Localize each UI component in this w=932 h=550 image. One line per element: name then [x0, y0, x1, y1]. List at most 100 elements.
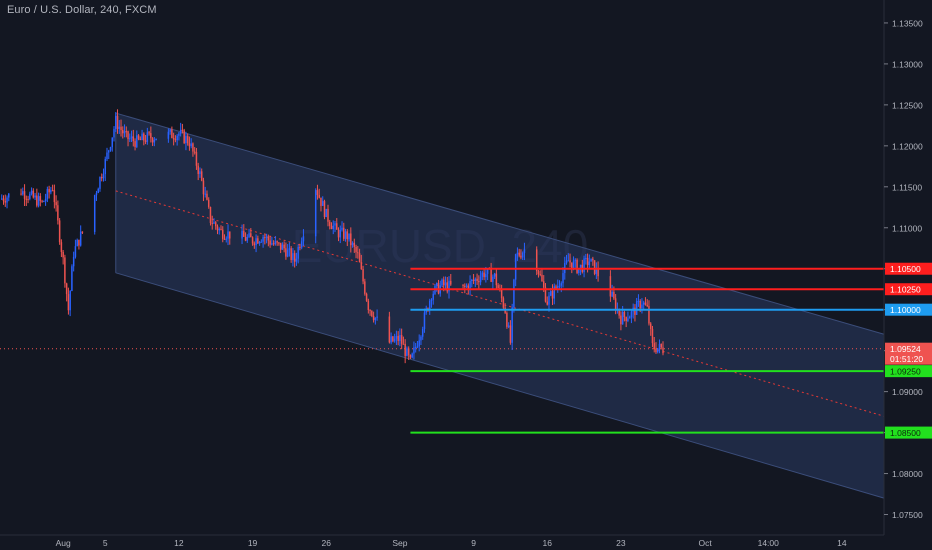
candle-bearish[interactable] [537, 271, 540, 275]
candle-bearish[interactable] [397, 335, 399, 341]
candle-bullish[interactable] [1, 198, 3, 200]
candle-bearish[interactable] [546, 301, 548, 305]
candle-bearish[interactable] [597, 267, 599, 277]
candle-bearish[interactable] [216, 226, 219, 231]
candle-bearish[interactable] [60, 242, 63, 252]
candle-bullish[interactable] [104, 159, 106, 175]
candle-bullish[interactable] [585, 257, 587, 259]
candle-bullish[interactable] [492, 276, 494, 282]
candle-bearish[interactable] [593, 260, 596, 274]
candle-bearish[interactable] [539, 274, 541, 276]
candle-bearish[interactable] [614, 298, 617, 311]
candle-bullish[interactable] [167, 131, 170, 139]
candle-bullish[interactable] [513, 279, 515, 308]
regression-channel[interactable] [115, 113, 884, 499]
candle-bearish[interactable] [174, 139, 177, 141]
candle-bearish[interactable] [122, 129, 124, 134]
candle-bullish[interactable] [178, 133, 180, 136]
candle-bullish[interactable] [627, 318, 629, 322]
candle-bearish[interactable] [497, 285, 499, 289]
candle-bearish[interactable] [571, 262, 573, 269]
candle-bullish[interactable] [227, 231, 229, 239]
candle-bullish[interactable] [288, 248, 291, 250]
candle-bearish[interactable] [41, 200, 43, 202]
candle-bullish[interactable] [399, 335, 401, 341]
candle-bullish[interactable] [479, 276, 482, 283]
candle-bearish[interactable] [283, 244, 285, 249]
candle-bullish[interactable] [314, 190, 317, 237]
candle-bearish[interactable] [290, 248, 292, 260]
candle-bearish[interactable] [4, 201, 7, 203]
candle-bearish[interactable] [541, 274, 543, 282]
candle-bearish[interactable] [48, 189, 50, 193]
candle-bullish[interactable] [302, 236, 305, 242]
candle-bearish[interactable] [244, 236, 247, 241]
candle-bearish[interactable] [200, 171, 203, 181]
candle-bullish[interactable] [179, 129, 182, 134]
candle-bearish[interactable] [372, 315, 375, 321]
candle-bearish[interactable] [171, 129, 173, 139]
candle-bullish[interactable] [635, 301, 638, 315]
candle-bearish[interactable] [462, 284, 464, 286]
candle-bullish[interactable] [325, 208, 327, 218]
candle-bullish[interactable] [274, 241, 277, 245]
candle-bearish[interactable] [646, 304, 648, 307]
candle-bearish[interactable] [623, 311, 626, 317]
candle-bullish[interactable] [111, 137, 114, 148]
candle-bullish[interactable] [199, 171, 201, 174]
candle-bullish[interactable] [248, 233, 250, 237]
candle-bullish[interactable] [136, 135, 138, 147]
candle-bullish[interactable] [523, 249, 526, 253]
candle-bearish[interactable] [655, 348, 657, 353]
candle-bearish[interactable] [464, 285, 466, 287]
candle-bearish[interactable] [323, 201, 326, 218]
candle-bullish[interactable] [344, 231, 347, 239]
candle-bearish[interactable] [120, 126, 122, 130]
candle-bullish[interactable] [351, 242, 354, 246]
candle-bearish[interactable] [402, 343, 405, 345]
candle-bullish[interactable] [548, 295, 550, 305]
candle-bullish[interactable] [549, 291, 552, 296]
candle-bullish[interactable] [414, 346, 417, 348]
candle-bearish[interactable] [27, 198, 29, 200]
candle-bullish[interactable] [79, 231, 82, 246]
candle-bearish[interactable] [183, 130, 185, 144]
candle-bullish[interactable] [218, 228, 220, 231]
candle-bullish[interactable] [595, 267, 598, 274]
candle-bearish[interactable] [409, 355, 412, 358]
candle-bearish[interactable] [364, 281, 366, 294]
candle-bullish[interactable] [395, 335, 398, 339]
candle-bearish[interactable] [64, 257, 66, 284]
candle-bullish[interactable] [418, 340, 420, 347]
candle-bearish[interactable] [490, 268, 492, 282]
candle-bearish[interactable] [360, 262, 363, 270]
candle-bearish[interactable] [520, 255, 522, 258]
candle-bullish[interactable] [176, 135, 178, 141]
candle-bullish[interactable] [521, 252, 524, 258]
candle-bearish[interactable] [388, 316, 391, 343]
candle-bearish[interactable] [36, 195, 38, 206]
candle-bullish[interactable] [416, 346, 419, 348]
candle-bullish[interactable] [630, 311, 633, 318]
candle-bearish[interactable] [214, 222, 217, 227]
candle-bullish[interactable] [50, 190, 52, 193]
candle-bullish[interactable] [481, 272, 484, 277]
candle-bearish[interactable] [58, 220, 61, 243]
candle-bearish[interactable] [355, 246, 357, 253]
candle-bearish[interactable] [576, 259, 578, 273]
candle-bullish[interactable] [390, 336, 392, 343]
candle-bearish[interactable] [137, 135, 140, 139]
candle-bullish[interactable] [97, 188, 99, 194]
candle-bullish[interactable] [341, 227, 343, 230]
candle-bullish[interactable] [621, 311, 624, 325]
candle-bullish[interactable] [225, 238, 228, 240]
candle-bearish[interactable] [25, 198, 28, 200]
candle-bearish[interactable] [443, 279, 445, 286]
candle-bullish[interactable] [658, 343, 661, 349]
candle-bearish[interactable] [251, 237, 254, 244]
candle-bearish[interactable] [206, 193, 208, 200]
candle-bullish[interactable] [511, 307, 513, 343]
candle-bullish[interactable] [115, 115, 117, 129]
candle-bullish[interactable] [71, 266, 73, 291]
